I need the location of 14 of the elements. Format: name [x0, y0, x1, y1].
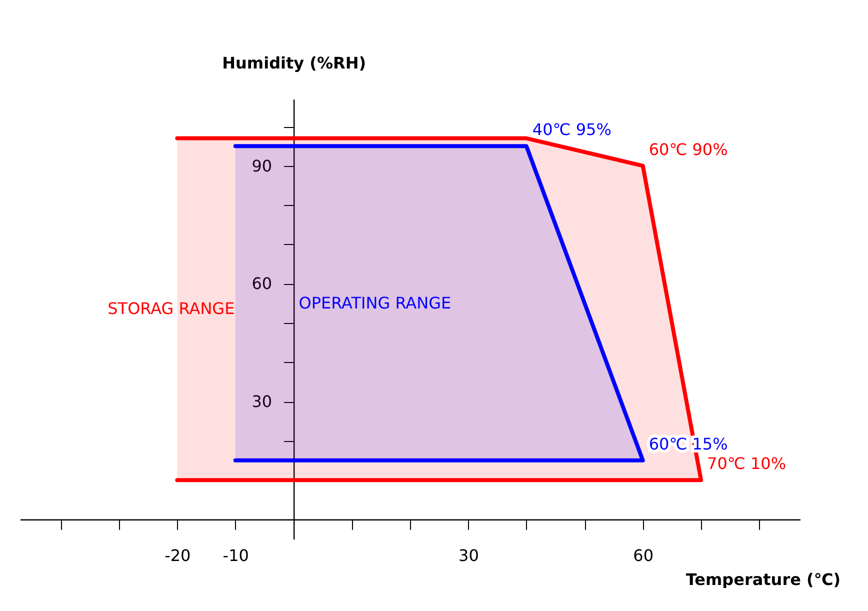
text: OPERATING RANGE	[298, 293, 452, 312]
x-tick-label: -10	[222, 546, 249, 565]
text: STORAG RANGE	[108, 299, 235, 318]
x-tick-label: 30	[458, 546, 479, 565]
x-tick-label: 60	[633, 546, 654, 565]
annotation: 60℃ 90%	[648, 140, 728, 159]
y-axis-title: Humidity (%RH)	[222, 54, 366, 72]
annotation: 40℃ 95%	[532, 120, 612, 140]
annotation: 70℃ 10%	[707, 454, 786, 474]
x-tick-label: -20	[164, 546, 191, 565]
y-tick-label: 90	[252, 156, 272, 176]
x-axis-title: Temperature (℃)	[686, 570, 840, 589]
y-tick-label: 30	[252, 392, 272, 411]
y-tick-label: 60	[252, 274, 272, 294]
